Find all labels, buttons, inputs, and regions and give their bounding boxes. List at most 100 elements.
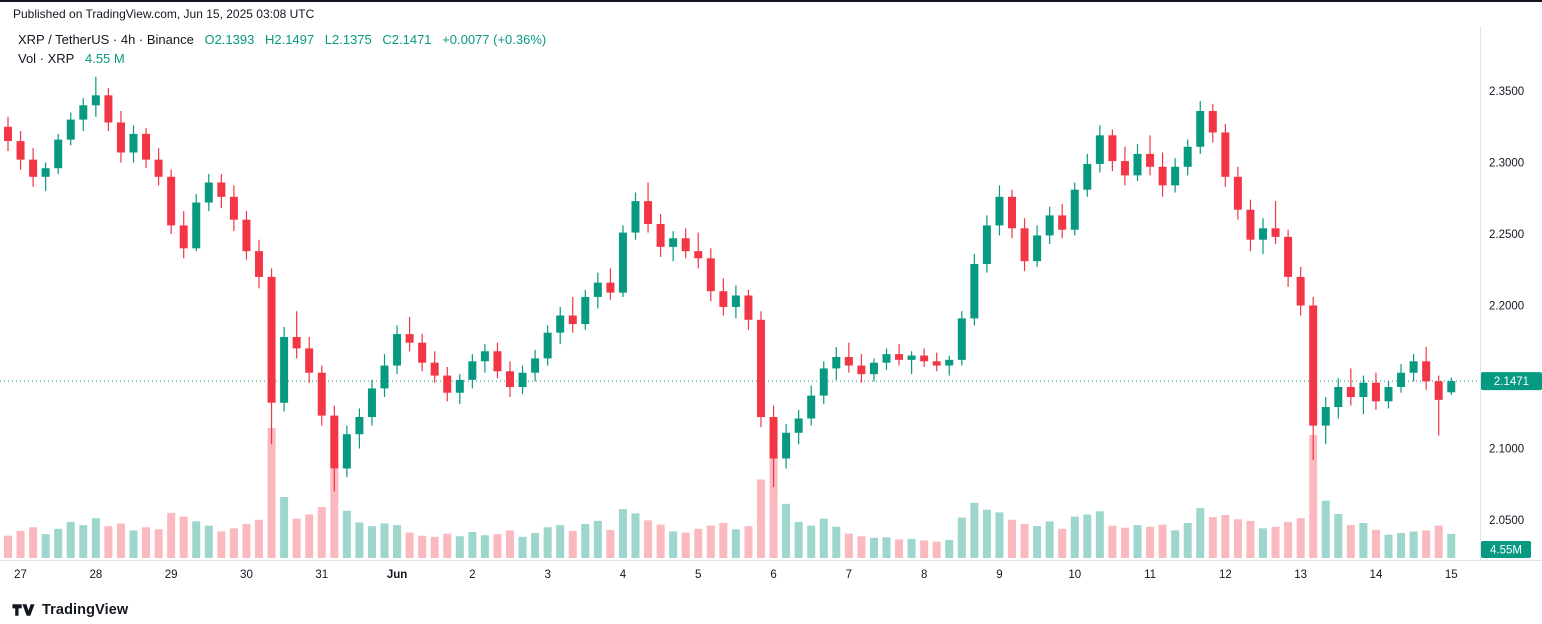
volume-bar (1409, 531, 1418, 558)
volume-bar (506, 530, 514, 558)
candle-body (1120, 161, 1129, 176)
candle-body (656, 223, 665, 247)
candle-body (1246, 209, 1255, 240)
volume-bar (644, 520, 653, 558)
volume-bar (1133, 525, 1142, 558)
volume-bar (468, 532, 477, 558)
volume-bar (706, 525, 715, 558)
volume-bar (29, 527, 38, 558)
high-value: H2.1497 (264, 32, 315, 47)
candle-body (1321, 407, 1330, 426)
volume-bar (1108, 525, 1117, 558)
volume-bar (1321, 500, 1330, 558)
candle-body (405, 334, 414, 343)
volume-bar (41, 534, 50, 558)
volume-bar (1422, 530, 1431, 558)
candle-body (305, 348, 314, 373)
candle-body (1183, 146, 1192, 167)
price-axis-label: 2.2000 (1489, 301, 1524, 313)
price-axis-label: 2.2500 (1489, 229, 1524, 241)
candle-body (1045, 215, 1054, 236)
time-axis-label: 11 (1144, 569, 1156, 581)
candle-body (1371, 382, 1380, 402)
candle-body (920, 355, 929, 362)
volume-bar (1296, 518, 1305, 558)
candle-body (91, 95, 100, 106)
volume-bar (631, 513, 640, 558)
volume-bar (1045, 521, 1054, 558)
volume-bar (731, 529, 740, 558)
tradingview-logo[interactable]: TradingView (12, 602, 128, 618)
candle-body (757, 319, 765, 418)
candle-body (29, 159, 38, 177)
candle-body (1384, 387, 1393, 402)
time-axis-label: 7 (846, 569, 852, 581)
candle-body (1171, 166, 1180, 186)
volume-bar (920, 540, 929, 558)
candle-body (1271, 228, 1280, 237)
candle-body (1309, 305, 1318, 426)
candle-body (1108, 135, 1117, 162)
volume-bar (1183, 522, 1192, 558)
volume-bar (782, 503, 791, 558)
candle-body (330, 415, 339, 469)
candle-body (79, 105, 88, 120)
close-value: C2.1471 (382, 32, 432, 47)
symbol-row: XRP / TetherUS · 4h · Binance O2.1393 H2… (18, 31, 553, 48)
candle-body (556, 315, 565, 333)
time-axis-label: 13 (1294, 569, 1307, 581)
candle-body (618, 232, 627, 293)
volume-bar (229, 528, 238, 558)
candle-body (581, 296, 590, 325)
top-border (0, 0, 1542, 2)
candle-body (1233, 176, 1242, 210)
published-note: Published on TradingView.com, Jun 15, 20… (13, 7, 315, 21)
volume-bar (255, 519, 263, 558)
volume-bar (593, 520, 602, 558)
volume-bar (556, 525, 565, 558)
volume-bar (1334, 513, 1343, 558)
chart-canvas[interactable]: 2.3500 2.3000 2.2500 2.2000 2.1000 2.0500 2.14… (0, 0, 1542, 595)
volume-bar (16, 530, 25, 558)
symbol-title: XRP / TetherUS · 4h · Binance (18, 32, 194, 47)
candle-body (832, 356, 841, 369)
open-value: O2.1393 (204, 32, 255, 47)
volume-bar (1020, 524, 1029, 558)
candle-body (631, 201, 640, 233)
candle-body (1434, 381, 1443, 400)
volume-bar (1371, 529, 1380, 558)
volume-bar (1233, 519, 1242, 558)
time-axis-label: 15 (1445, 569, 1458, 581)
candle-body (1033, 235, 1042, 262)
volume-bar (844, 533, 853, 558)
candle-body (932, 361, 941, 366)
time-axis-label: 4 (620, 569, 627, 581)
candle-body (1083, 163, 1092, 190)
candle-body (895, 354, 904, 360)
volume-badge (1481, 541, 1531, 558)
time-axis-label: 3 (544, 569, 550, 581)
candle-body (217, 182, 226, 197)
candle-body (142, 133, 151, 160)
candle-body (857, 365, 866, 375)
candle-body (1296, 276, 1305, 306)
volume-bar (1384, 534, 1393, 558)
candle-body (606, 282, 615, 293)
volume-bar (116, 523, 125, 558)
candle-body (744, 295, 753, 320)
volume-bar (1058, 528, 1067, 558)
candle-body (367, 388, 376, 418)
candle-body (794, 418, 803, 433)
last-price-badge-text: 2.1471 (1494, 376, 1529, 388)
volume-bar (493, 534, 502, 558)
candle-body (1221, 132, 1230, 177)
candle-body (242, 219, 251, 252)
volume-bar (1208, 517, 1217, 558)
volume-bar (907, 538, 916, 558)
candle-body (1447, 381, 1456, 393)
candle-body (229, 196, 238, 220)
candle-body (669, 238, 678, 247)
candle-wick (697, 232, 699, 269)
candle-body (380, 365, 389, 389)
volume-bar (819, 518, 828, 558)
